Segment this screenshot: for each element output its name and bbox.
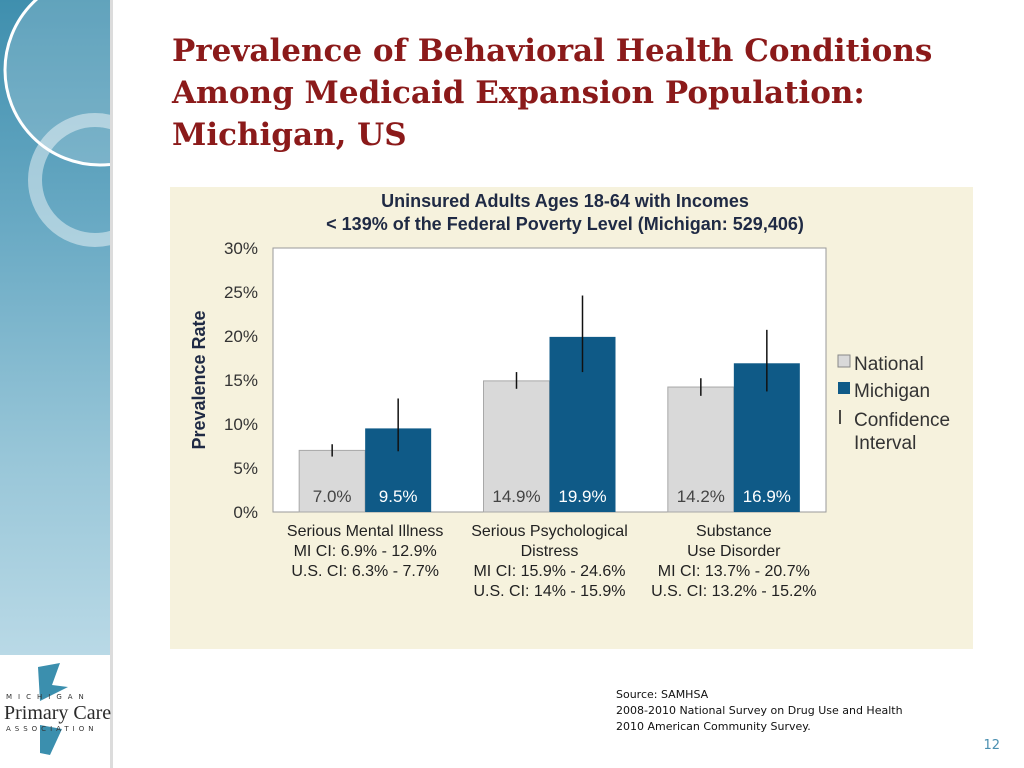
legend-label-ci: Interval bbox=[854, 433, 916, 454]
legend-swatch-michigan bbox=[838, 382, 850, 394]
category-label: Distress bbox=[521, 543, 579, 560]
y-tick-label: 20% bbox=[224, 327, 258, 346]
legend-label-michigan: Michigan bbox=[854, 381, 930, 402]
legend-label-ci: Confidence bbox=[854, 410, 950, 431]
y-tick-label: 5% bbox=[233, 459, 258, 478]
category-note: MI CI: 15.9% - 24.6% bbox=[473, 563, 625, 580]
logo-mark bbox=[38, 663, 68, 755]
category-note: U.S. CI: 13.2% - 15.2% bbox=[651, 583, 816, 600]
bar-value-label: 16.9% bbox=[743, 487, 791, 506]
decorative-circles bbox=[3, 0, 110, 247]
category-note: U.S. CI: 14% - 15.9% bbox=[473, 583, 625, 600]
bar-value-label: 7.0% bbox=[313, 487, 352, 506]
y-tick-label: 0% bbox=[233, 503, 258, 522]
category-note: U.S. CI: 6.3% - 7.7% bbox=[291, 563, 439, 580]
y-tick-label: 30% bbox=[224, 239, 258, 258]
sidebar-decoration bbox=[0, 0, 110, 655]
slide-title: Prevalence of Behavioral Health Conditio… bbox=[172, 33, 933, 153]
category-label: Substance bbox=[696, 523, 772, 540]
logo-text-main: Primary Care bbox=[4, 702, 112, 724]
sidebar-divider bbox=[110, 0, 113, 768]
y-tick-label: 10% bbox=[224, 415, 258, 434]
chart-title-line: < 139% of the Federal Poverty Level (Mic… bbox=[326, 214, 804, 234]
bar-national bbox=[667, 386, 735, 513]
logo-text-bottom: ASSOCIATION bbox=[6, 725, 98, 733]
source-line: 2010 American Community Survey. bbox=[616, 720, 811, 733]
bar-value-label: 9.5% bbox=[379, 487, 418, 506]
category-label: Serious Psychological bbox=[471, 523, 628, 540]
bar-national bbox=[298, 449, 366, 513]
y-tick-label: 15% bbox=[224, 371, 258, 390]
y-axis-label: Prevalence Rate bbox=[189, 310, 209, 449]
logo-text-top: MICHIGAN bbox=[6, 693, 90, 701]
source-line: 2008-2010 National Survey on Drug Use an… bbox=[616, 704, 903, 717]
bar-chart: Uninsured Adults Ages 18-64 with Incomes… bbox=[189, 191, 950, 600]
bar-value-label: 14.2% bbox=[677, 487, 725, 506]
category-note: MI CI: 13.7% - 20.7% bbox=[658, 563, 810, 580]
category-note: MI CI: 6.9% - 12.9% bbox=[294, 543, 437, 560]
y-tick-label: 25% bbox=[224, 283, 258, 302]
category-label: Serious Mental Illness bbox=[287, 523, 444, 540]
legend-label-national: National bbox=[854, 354, 924, 375]
bar-value-label: 19.9% bbox=[558, 487, 606, 506]
legend-swatch-national bbox=[837, 354, 851, 368]
bar-value-label: 14.9% bbox=[492, 487, 540, 506]
logo bbox=[0, 655, 110, 768]
page-number: 12 bbox=[983, 738, 1000, 753]
source-line: Source: SAMHSA bbox=[616, 688, 709, 701]
chart-title-line: Uninsured Adults Ages 18-64 with Incomes bbox=[381, 191, 749, 211]
category-label: Use Disorder bbox=[687, 543, 781, 560]
source-note: Source: SAMHSA 2008-2010 National Survey… bbox=[616, 687, 976, 735]
